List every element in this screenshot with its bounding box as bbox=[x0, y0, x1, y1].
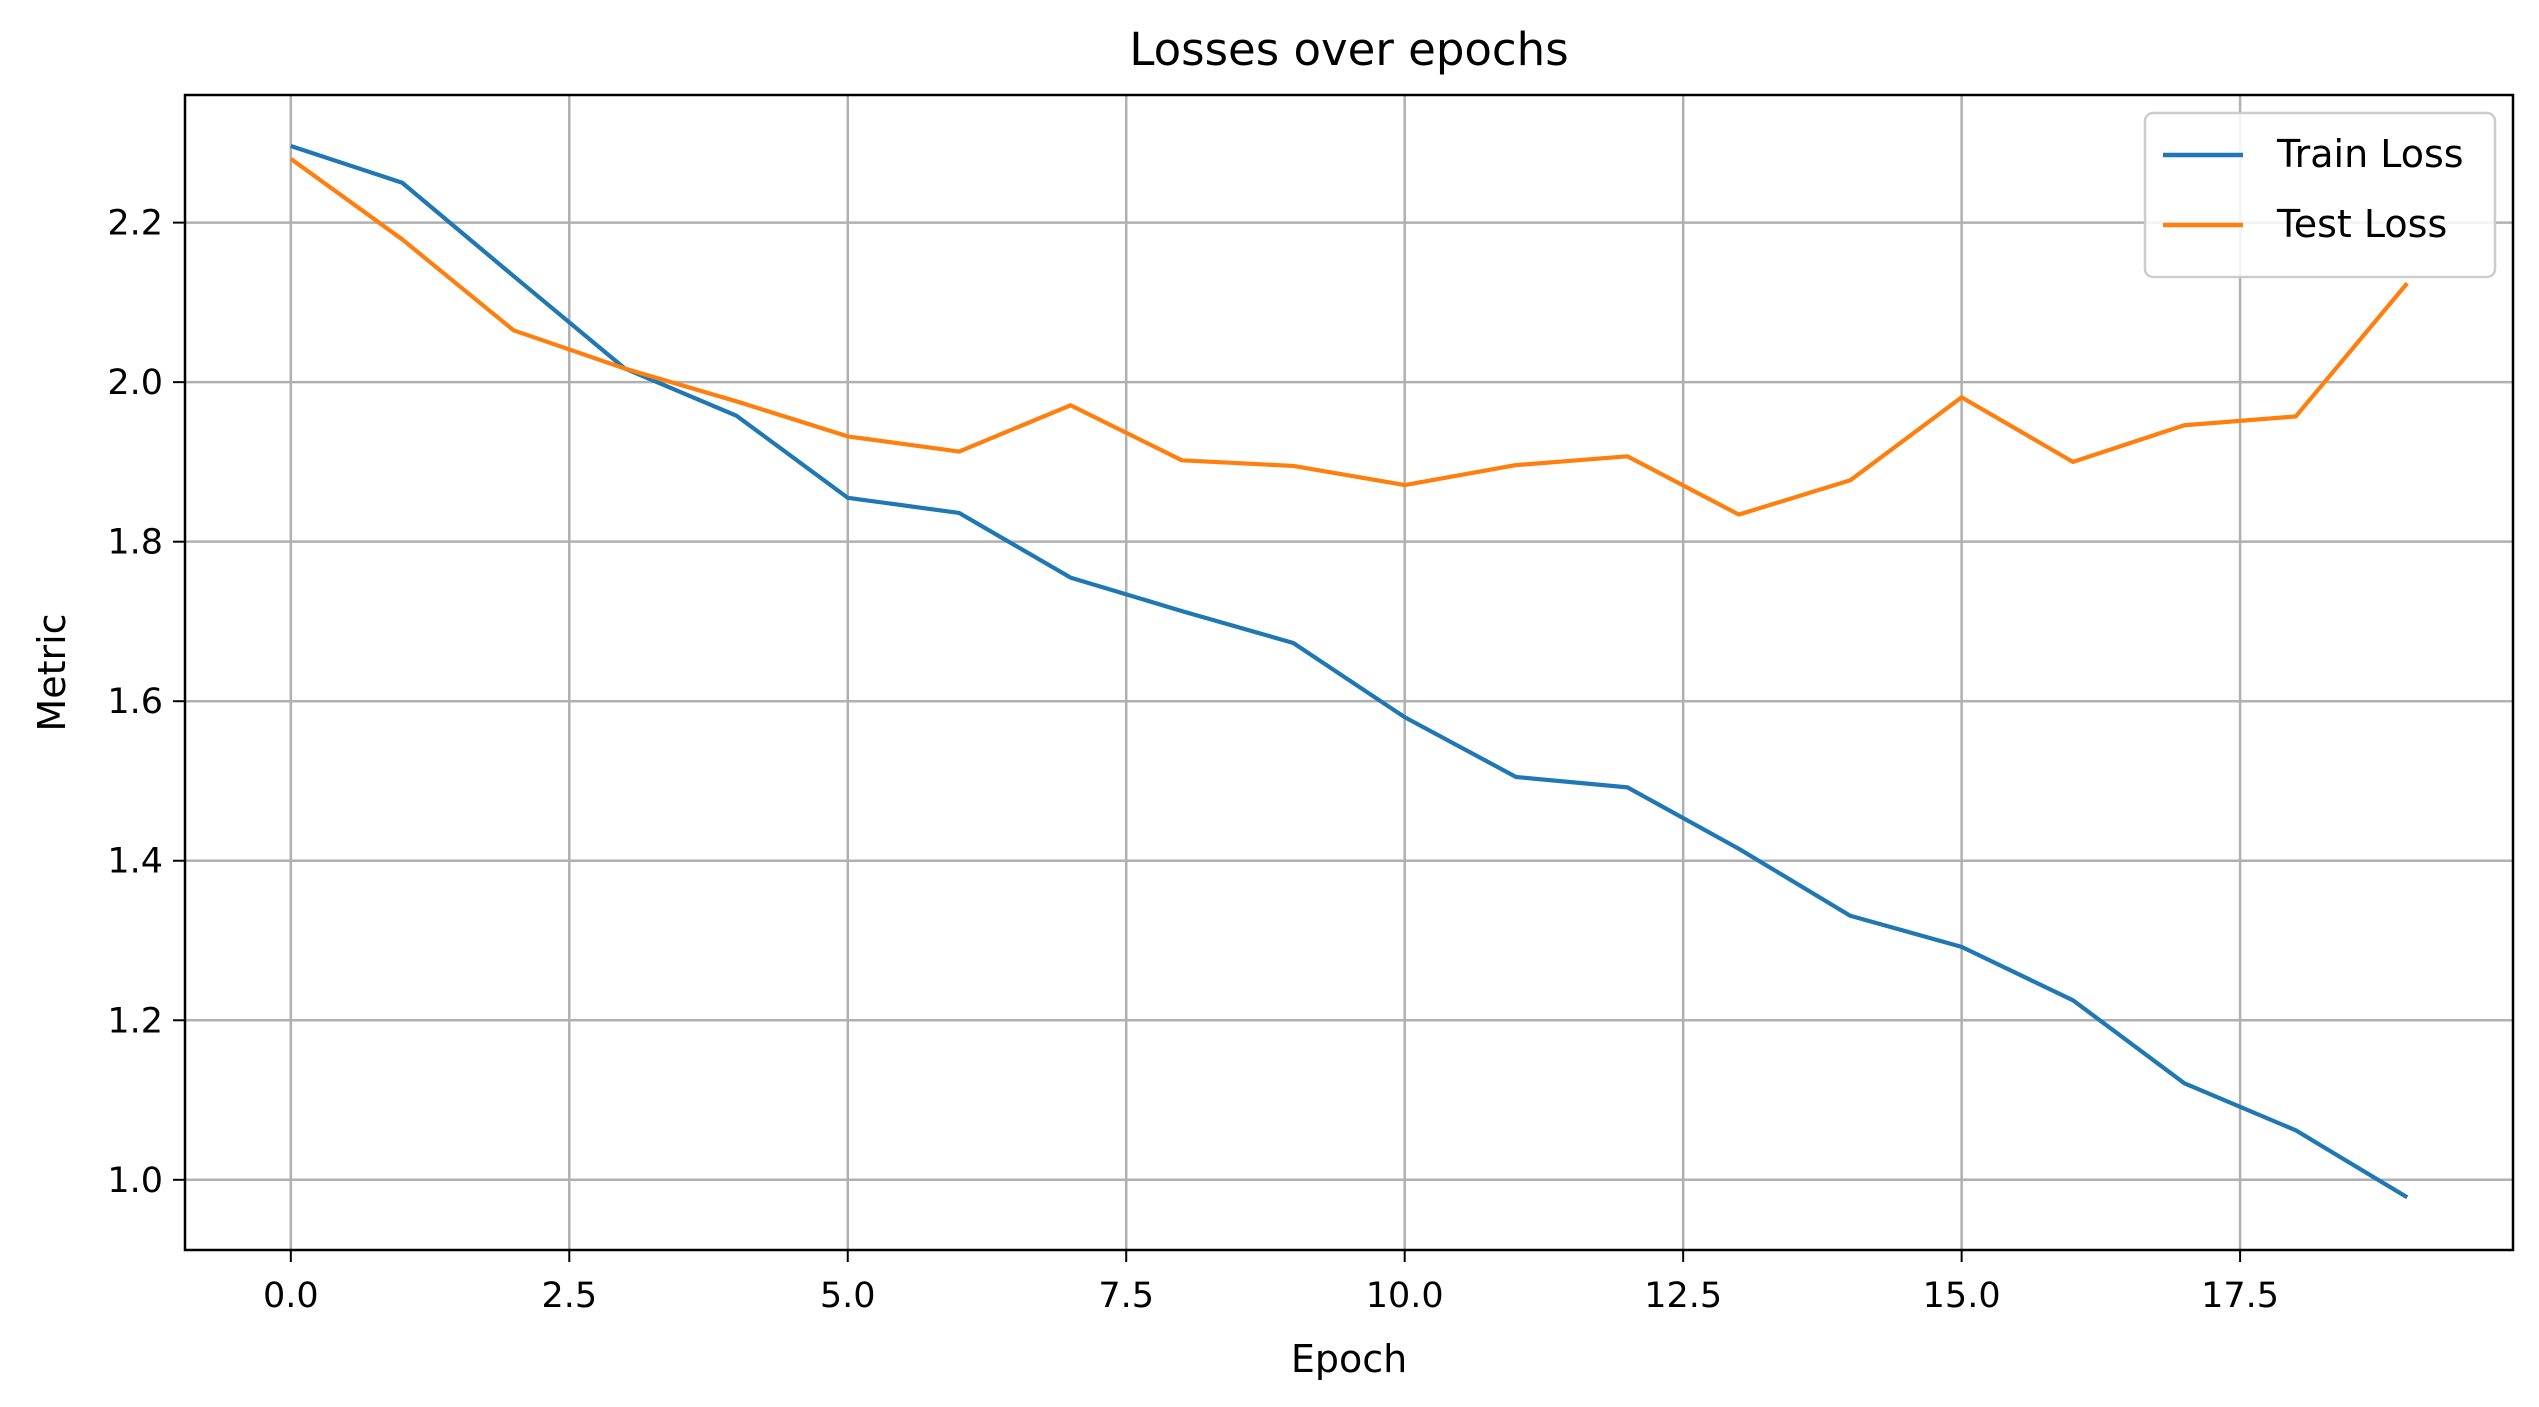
x-tick-label: 15.0 bbox=[1923, 1276, 2001, 1316]
series-group bbox=[289, 144, 2409, 1200]
y-tick-label: 2.0 bbox=[107, 363, 163, 403]
train-loss-line bbox=[290, 144, 2409, 1200]
y-tick-label: 1.0 bbox=[107, 1161, 163, 1201]
train-loss-legend-label: Train Loss bbox=[2276, 132, 2464, 176]
plot-frame bbox=[183, 93, 2515, 1252]
x-tick-label: 7.5 bbox=[1098, 1276, 1154, 1316]
x-tick-label: 10.0 bbox=[1366, 1276, 1444, 1316]
y-tick-label: 1.6 bbox=[107, 682, 163, 722]
legend: Train Loss Test Loss bbox=[2143, 111, 2497, 279]
grid bbox=[185, 95, 2513, 1250]
x-tick-label: 17.5 bbox=[2201, 1276, 2279, 1316]
y-tick-label: 2.2 bbox=[107, 204, 163, 244]
x-tick-label: 5.0 bbox=[820, 1276, 876, 1316]
x-tick-label: 2.5 bbox=[541, 1276, 597, 1316]
x-axis-label: Epoch bbox=[1291, 1337, 1407, 1381]
ticks: 0.0 2.5 5.0 7.5 10.0 12.5 15.0 17.5 1.0 1.2 1.4 1.6… bbox=[107, 204, 2279, 1316]
test-loss-line bbox=[289, 157, 2409, 517]
test-loss-legend-label: Test Loss bbox=[2276, 202, 2447, 246]
y-axis-label: Metric bbox=[30, 613, 74, 731]
y-tick-label: 1.8 bbox=[107, 523, 163, 563]
y-tick-label: 1.4 bbox=[107, 842, 163, 882]
y-tick-label: 1.2 bbox=[107, 1001, 163, 1041]
x-tick-label: 0.0 bbox=[263, 1276, 319, 1316]
x-tick-label: 12.5 bbox=[1644, 1276, 1722, 1316]
chart-title: Losses over epochs bbox=[1129, 23, 1568, 76]
